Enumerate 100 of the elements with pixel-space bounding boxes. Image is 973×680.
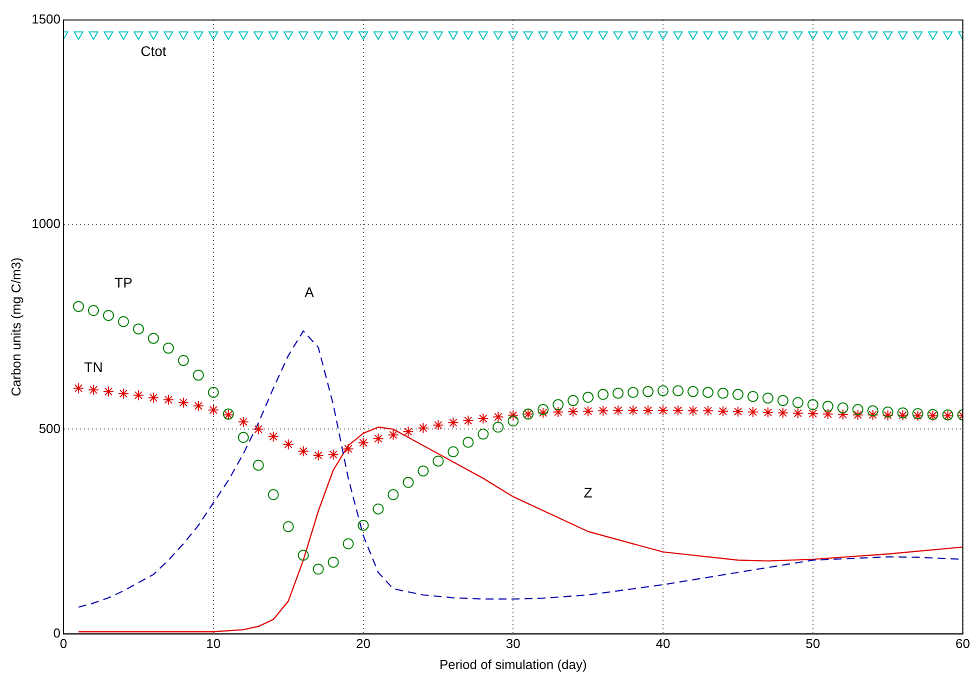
point	[867, 409, 878, 420]
point	[792, 408, 804, 419]
point	[478, 413, 489, 424]
point	[762, 392, 774, 404]
point	[807, 408, 818, 420]
point	[867, 405, 878, 416]
point	[897, 407, 908, 418]
point	[328, 449, 339, 460]
point	[102, 386, 114, 398]
point	[717, 406, 728, 417]
point	[73, 382, 84, 394]
point	[148, 332, 159, 344]
x-axis-title: Period of simulation (day)	[439, 656, 587, 672]
point	[732, 388, 744, 400]
point	[388, 489, 399, 500]
point	[777, 395, 788, 406]
point	[418, 465, 429, 476]
point	[717, 388, 728, 399]
point	[208, 404, 219, 416]
x-tick-label: 40	[656, 636, 670, 652]
x-tick-label: 20	[356, 636, 371, 652]
point	[837, 408, 848, 420]
point	[672, 385, 684, 396]
point	[628, 386, 639, 398]
x-tick-label: 10	[206, 636, 221, 652]
point	[747, 390, 758, 402]
point	[448, 417, 459, 428]
point	[552, 399, 564, 410]
point	[162, 342, 174, 354]
series-label: Ctot	[140, 43, 166, 60]
point	[402, 476, 414, 488]
point	[118, 388, 129, 400]
series-label: TP	[114, 274, 132, 290]
point	[178, 354, 189, 366]
point	[462, 436, 474, 448]
y-tick-label: 1000	[32, 216, 61, 232]
point	[418, 422, 429, 434]
point	[508, 410, 519, 421]
point	[492, 422, 504, 433]
point	[672, 404, 684, 416]
point	[162, 394, 174, 406]
point	[358, 520, 369, 531]
point	[462, 415, 474, 426]
point	[568, 395, 579, 406]
point	[73, 300, 84, 312]
point	[687, 386, 698, 398]
point	[342, 443, 354, 454]
point	[882, 410, 894, 421]
point	[388, 429, 399, 440]
point	[598, 405, 609, 416]
x-tick-label: 60	[956, 636, 970, 652]
point	[552, 406, 564, 418]
point	[88, 384, 99, 396]
point	[822, 408, 834, 420]
point	[298, 550, 309, 561]
point	[268, 489, 279, 500]
text: A	[304, 284, 315, 300]
x-tick-label: 30	[506, 636, 520, 652]
point	[492, 411, 504, 422]
point	[432, 456, 444, 467]
point	[777, 407, 788, 418]
point	[508, 416, 519, 427]
point	[102, 310, 114, 321]
point	[642, 386, 654, 398]
point	[312, 450, 324, 461]
point	[792, 397, 804, 408]
point	[478, 428, 489, 440]
point	[702, 386, 714, 398]
point	[298, 446, 309, 457]
point	[118, 316, 129, 328]
point	[702, 405, 714, 416]
y-axis-title: Carbon units (mg C/m3)	[8, 258, 24, 396]
point	[897, 410, 908, 421]
point	[328, 556, 339, 568]
point	[852, 404, 864, 416]
point	[402, 426, 414, 438]
point	[687, 405, 698, 416]
point	[598, 388, 609, 400]
point	[148, 392, 159, 404]
point	[132, 323, 144, 334]
y-tick-label: 1500	[32, 12, 61, 27]
point	[192, 370, 204, 381]
point	[612, 388, 624, 399]
point	[192, 400, 204, 412]
point	[342, 538, 354, 550]
point	[372, 433, 384, 444]
point	[658, 404, 669, 416]
point	[852, 409, 864, 420]
point	[252, 424, 264, 435]
x-tick-label: 50	[806, 636, 820, 652]
point	[252, 460, 264, 471]
point	[732, 406, 744, 418]
point	[612, 404, 624, 416]
point	[372, 503, 384, 514]
point	[312, 564, 324, 575]
point	[762, 406, 774, 418]
point	[238, 416, 249, 428]
point	[882, 406, 894, 418]
point	[282, 521, 294, 532]
point	[747, 406, 758, 418]
